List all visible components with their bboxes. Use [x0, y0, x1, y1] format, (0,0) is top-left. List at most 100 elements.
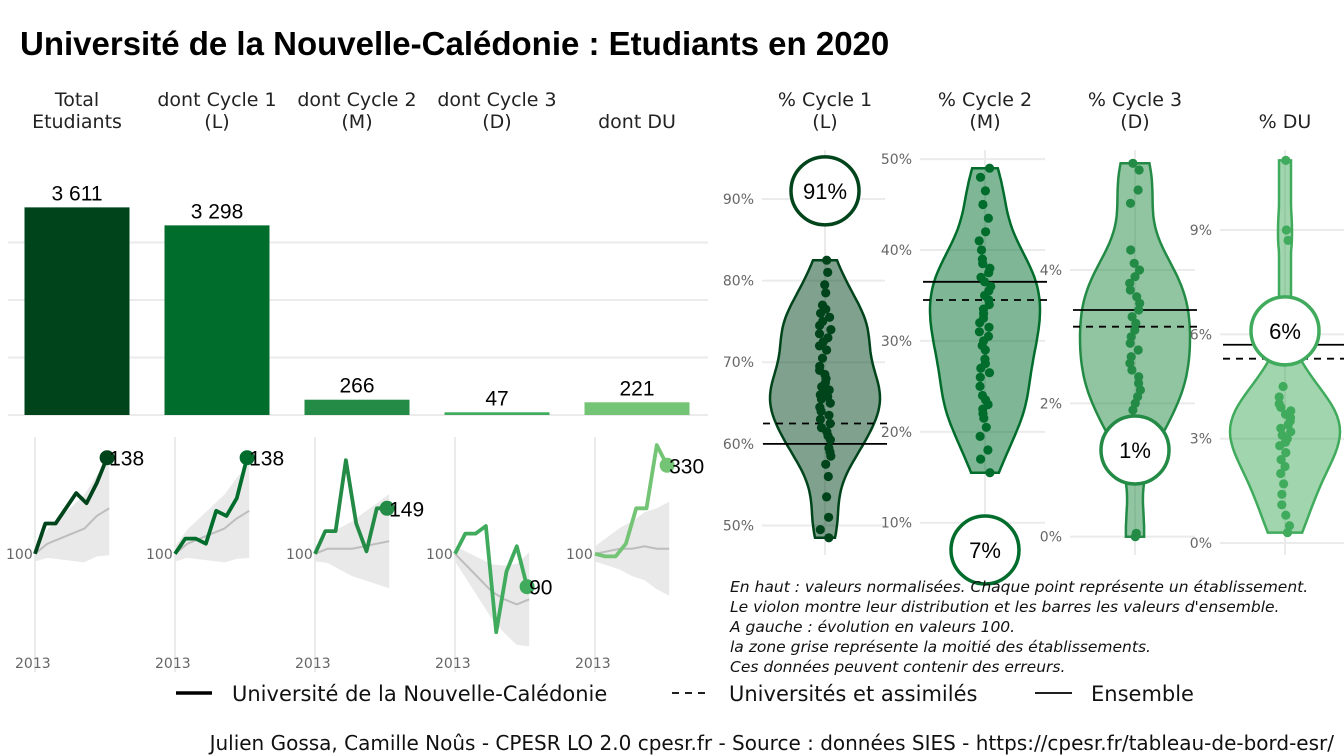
institution-point [1276, 423, 1286, 433]
institution-point [975, 372, 985, 382]
institution-point [985, 163, 995, 173]
violin-tick-label: 0% [1040, 530, 1062, 546]
benchmark-line [34, 507, 110, 555]
year-tick-label: 2013 [575, 656, 611, 672]
base-tick-label: 100 [566, 547, 593, 563]
violin-tick-label: 6% [1190, 327, 1212, 343]
evolution-panel: 330 100 2013 [566, 437, 704, 672]
end-value-label: 138 [109, 448, 144, 471]
year-tick-label: 2013 [155, 656, 191, 672]
institution-point [1280, 461, 1290, 472]
institution-point [977, 254, 988, 264]
institution-point [1134, 265, 1145, 275]
evolution-panel: 138 100 2013 [146, 437, 284, 672]
bar-category-label: dont DU [598, 111, 676, 133]
institution-bubble-label: 7% [969, 538, 1001, 563]
violin-tick-label: 30% [881, 334, 912, 350]
institution-point [1130, 272, 1140, 282]
institution-bubble-label: 1% [1119, 438, 1151, 463]
violin-tick-label: 9% [1190, 223, 1212, 239]
institution-line [33, 456, 109, 555]
institution-point [1278, 381, 1288, 392]
bar [304, 399, 410, 415]
year-tick-label: 2013 [295, 656, 331, 672]
institution-point [820, 280, 830, 290]
bar-category-label: Total Etudiants [32, 89, 122, 133]
institution-point [1286, 427, 1296, 437]
base-tick-label: 100 [426, 547, 453, 563]
institution-point [983, 213, 994, 223]
bar-chart: 3 611 Total Etudiants 3 298 dont Cycle 1 (L) 2… [8, 89, 708, 416]
institution-point [975, 381, 985, 391]
violin-tick-label: 50% [881, 152, 912, 168]
institution-point [823, 267, 833, 277]
violin-tick-label: 50% [723, 519, 754, 535]
bar-value-label: 221 [619, 377, 654, 400]
institution-point [1133, 345, 1143, 355]
legend-label-ensemble: Ensemble [1091, 682, 1194, 706]
violin-tick-label: 4% [1040, 263, 1062, 279]
bar-value-label: 47 [485, 387, 508, 410]
note-line: la zone grise représente la moitié des é… [730, 638, 1151, 656]
institution-point [983, 445, 993, 455]
institution-point [815, 361, 825, 371]
violin-tick-label: 40% [881, 243, 912, 259]
bar-value-label: 3 298 [191, 200, 244, 223]
evolution-panel: 149 100 2013 [286, 437, 424, 672]
violin-tick-label: 90% [723, 192, 754, 208]
violin-tick-label: 20% [881, 425, 912, 441]
institution-point [1281, 510, 1291, 520]
institution-point [824, 410, 834, 420]
institution-point [1283, 235, 1293, 245]
institution-point [984, 322, 994, 332]
institution-bubble-label: 6% [1269, 319, 1301, 344]
institution-point [976, 272, 986, 282]
bar-category-label: dont Cycle 1 (L) [157, 89, 276, 133]
institution-point [815, 414, 826, 424]
institution-point [1126, 245, 1136, 255]
institution-point [977, 390, 988, 401]
institution-point [1125, 285, 1135, 295]
institution-point [821, 288, 831, 298]
interquartile-band [175, 463, 250, 563]
bar-value-label: 3 611 [52, 182, 103, 205]
institution-point [1132, 292, 1142, 302]
bar [164, 225, 270, 415]
institution-point [826, 325, 836, 335]
institution-point [975, 431, 985, 441]
institution-point [1125, 278, 1135, 288]
violin-panel: 10% 20% 30% 40% 50% 7% % Cycle 2 (M) [881, 89, 1047, 586]
institution-point [1274, 399, 1284, 409]
institution-point [1282, 528, 1293, 538]
institution-point [824, 512, 834, 522]
institution-point [1126, 352, 1136, 362]
evolution-panel: 90 100 2013 [426, 437, 552, 672]
institution-line [453, 524, 529, 635]
violin-panels: 50% 60% 70% 80% 90% 91% % Cycle 1 (L) 10% 20% 30% 4… [723, 89, 1344, 586]
institution-point [815, 525, 825, 535]
institution-point [825, 312, 835, 322]
institution-point [815, 402, 825, 412]
institution-point [1279, 479, 1289, 489]
institution-point [976, 245, 987, 255]
chart-title: Université de la Nouvelle-Calédonie : Et… [20, 25, 889, 62]
end-point [99, 450, 115, 466]
benchmark-line [594, 545, 670, 555]
institution-point [985, 468, 995, 478]
institution-point [1131, 528, 1141, 538]
violin-panel: 0% 3% 6% 9% 6% % DU [1190, 111, 1344, 555]
base-tick-label: 100 [286, 547, 313, 563]
institution-point [1276, 468, 1286, 479]
end-value-label: 149 [389, 498, 424, 521]
violin-tick-label: 10% [881, 516, 912, 532]
institution-point [816, 423, 827, 433]
bar [584, 402, 690, 415]
year-tick-label: 2013 [435, 656, 471, 672]
note-line: En haut : valeurs normalisées. Chaque po… [730, 578, 1308, 596]
end-value-label: 330 [669, 455, 704, 478]
violin-tick-label: 80% [723, 274, 754, 290]
institution-point [983, 331, 994, 341]
institution-point [1129, 258, 1139, 268]
year-tick-label: 2013 [15, 656, 51, 672]
institution-point [1128, 158, 1138, 168]
